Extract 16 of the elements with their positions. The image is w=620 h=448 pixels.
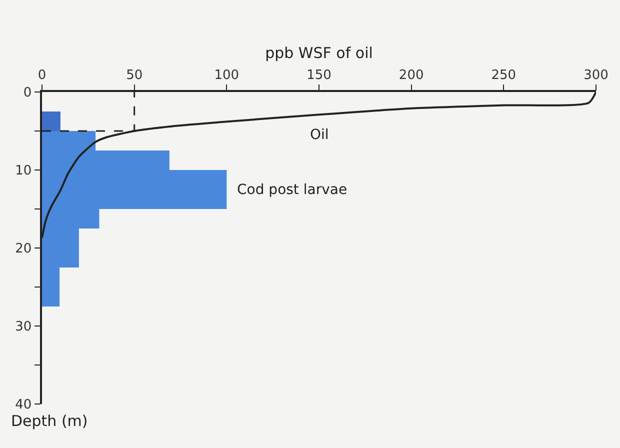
x-tick-label: 50 — [126, 68, 143, 84]
x-tick-label: 200 — [398, 68, 424, 84]
y-tick-label: 30 — [15, 320, 32, 335]
series-label: Oil — [310, 127, 329, 143]
y-axis-title: Depth (m) — [11, 412, 88, 430]
series-label: Cod post larvae — [237, 182, 348, 198]
y-tick-label: 20 — [15, 242, 32, 257]
x-tick-label: 250 — [491, 68, 516, 84]
y-tick-label: 0 — [23, 86, 32, 101]
y-tick-label: 10 — [15, 164, 32, 179]
x-tick-label: 100 — [214, 68, 240, 84]
x-axis-title: ppb WSF of oil — [265, 44, 373, 62]
y-tick-label: 40 — [15, 398, 32, 413]
x-tick-label: 300 — [584, 68, 608, 84]
x-tick-label: 0 — [38, 68, 46, 84]
x-tick-label: 150 — [306, 68, 332, 84]
